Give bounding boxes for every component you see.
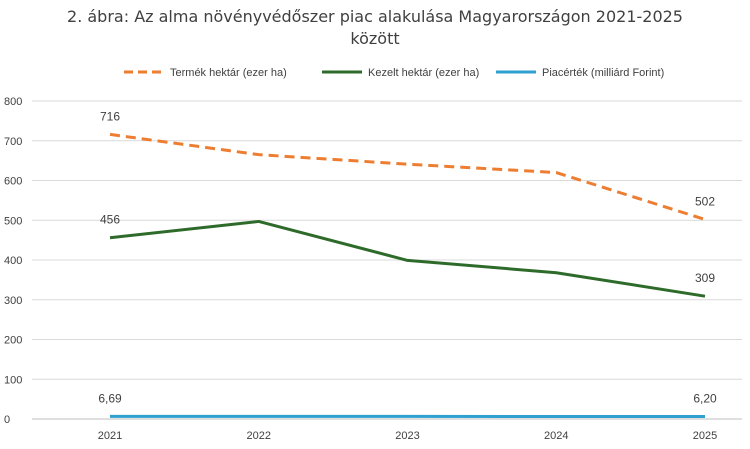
x-tick-label: 2022 bbox=[247, 430, 271, 442]
x-tick-label: 2023 bbox=[395, 430, 419, 442]
legend-label: Piacérték (milliárd Forint) bbox=[542, 67, 664, 79]
data-label: 309 bbox=[695, 271, 715, 285]
chart-title-line-1: 2. ábra: Az alma növényvédőszer piac ala… bbox=[67, 7, 683, 26]
data-label: 6,20 bbox=[693, 392, 717, 406]
legend-label: Kezelt hektár (ezer ha) bbox=[368, 67, 479, 79]
data-label: 456 bbox=[100, 213, 120, 227]
gridlines bbox=[32, 100, 742, 420]
series-lines bbox=[109, 132, 706, 419]
x-tick-label: 2025 bbox=[693, 430, 717, 442]
x-axis: 2021 2022 2023 2024 2025 bbox=[98, 430, 717, 442]
legend-item-2: Kezelt hektár (ezer ha) bbox=[322, 67, 479, 79]
series-line-2 bbox=[109, 219, 706, 298]
chart-title: 2. ábra: Az alma növényvédőszer piac ala… bbox=[0, 6, 750, 50]
y-tick-label: 400 bbox=[4, 255, 22, 267]
series-line-1 bbox=[109, 132, 706, 221]
data-labels: 716 502 456 309 6,69 6,20 bbox=[98, 109, 717, 405]
legend-label: Termék hektár (ezer ha) bbox=[170, 67, 287, 79]
y-tick-label: 200 bbox=[4, 335, 22, 347]
chart-title-line-2: között bbox=[350, 29, 400, 48]
legend-item-1: Termék hektár (ezer ha) bbox=[124, 67, 287, 79]
y-tick-label: 600 bbox=[4, 176, 22, 188]
data-label: 6,69 bbox=[98, 391, 122, 405]
data-label: 716 bbox=[100, 109, 120, 123]
x-tick-label: 2024 bbox=[544, 430, 568, 442]
y-tick-label: 700 bbox=[4, 136, 22, 148]
y-tick-label: 100 bbox=[4, 374, 22, 386]
y-tick-label: 0 bbox=[4, 414, 10, 426]
legend: Termék hektár (ezer ha) Kezelt hektár (ez… bbox=[124, 67, 664, 79]
y-tick-label: 300 bbox=[4, 295, 22, 307]
x-tick-label: 2021 bbox=[98, 430, 122, 442]
y-tick-label: 500 bbox=[4, 215, 22, 227]
y-axis: 0 100 200 300 400 500 600 700 800 bbox=[4, 96, 22, 426]
y-tick-label: 800 bbox=[4, 96, 22, 108]
legend-item-3: Piacérték (milliárd Forint) bbox=[496, 67, 664, 79]
data-label: 502 bbox=[695, 194, 715, 208]
